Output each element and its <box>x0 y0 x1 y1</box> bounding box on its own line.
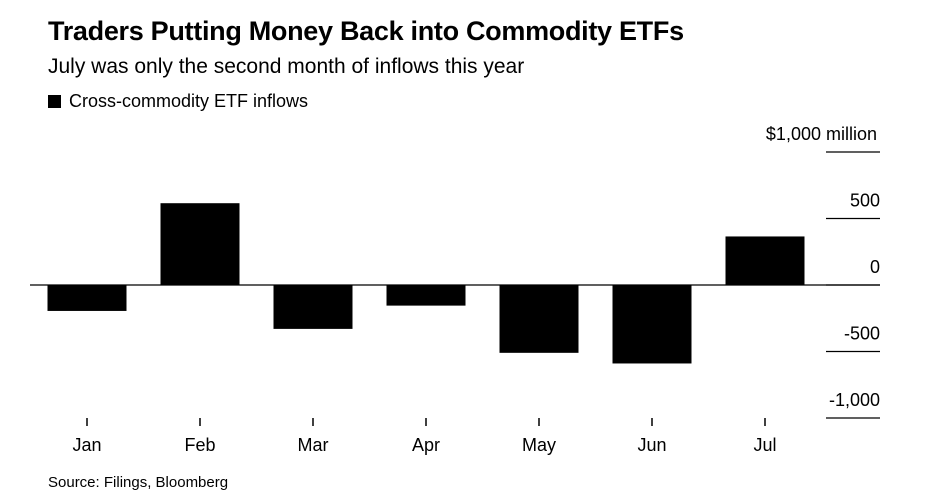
bar-apr <box>386 285 466 306</box>
x-tick-label: Jan <box>72 435 101 455</box>
bar-jun <box>612 285 692 364</box>
chart-legend: Cross-commodity ETF inflows <box>48 91 308 112</box>
y-tick-label: 500 <box>850 191 880 211</box>
bar-jan <box>47 285 127 311</box>
bar-jul <box>725 236 805 285</box>
x-tick-label: Mar <box>298 435 329 455</box>
x-tick-label: Apr <box>412 435 440 455</box>
bar-mar <box>273 285 353 329</box>
y-axis-unit-label: $1,000 million <box>766 124 877 144</box>
x-tick-label: Jul <box>753 435 776 455</box>
chart-subtitle: July was only the second month of inflow… <box>48 55 525 78</box>
legend-label: Cross-commodity ETF inflows <box>69 91 309 111</box>
x-tick-label: May <box>522 435 556 455</box>
bar-feb <box>160 203 240 285</box>
bar-may <box>499 285 579 353</box>
y-tick-label: -1,000 <box>829 390 880 410</box>
x-tick-label: Feb <box>184 435 215 455</box>
x-tick-label: Jun <box>637 435 666 455</box>
y-tick-label: 0 <box>870 257 880 277</box>
legend-swatch <box>48 95 61 108</box>
y-tick-label: -500 <box>844 324 880 344</box>
chart-title: Traders Putting Money Back into Commodit… <box>48 16 684 46</box>
source-note: Source: Filings, Bloomberg <box>48 474 229 491</box>
